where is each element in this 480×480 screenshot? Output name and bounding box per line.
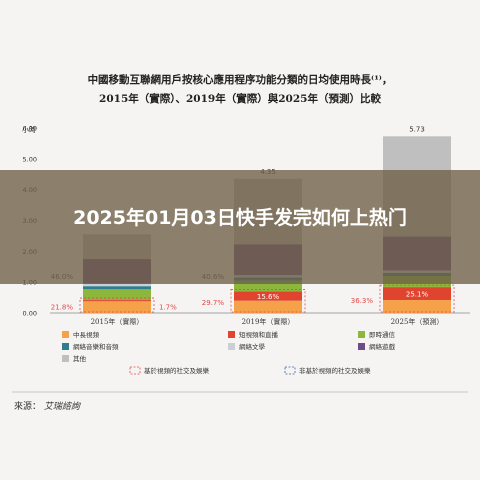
bar-segment (83, 283, 151, 287)
bar-segment (234, 300, 302, 313)
headline-overlay (0, 170, 480, 284)
legend-label: 網絡遊戲 (369, 342, 396, 351)
legend-label: 網絡文學 (239, 342, 266, 351)
brace-legend-label: 基於視頻的社交及娛樂 (144, 366, 210, 375)
bar-segment (234, 280, 302, 292)
source-note: 來源： 艾瑞諮詢 (14, 399, 80, 412)
legend-label: 中長視頻 (73, 330, 100, 339)
x-tick-label: 2019年（實際） (242, 317, 295, 326)
bar-segment (383, 287, 451, 301)
right-brace-label: 15.6% (257, 293, 280, 301)
bar-segment (83, 300, 151, 302)
x-tick-label: 2025年（預測） (391, 317, 444, 326)
legend-swatch (62, 343, 69, 350)
legend-swatch (62, 331, 69, 338)
video-brace-box (379, 284, 455, 313)
y-tick-label: 6.00 (23, 125, 37, 133)
video-brace-box (79, 297, 155, 313)
chart-title-line1: 中國移動互聯網用戶按核心應用程序功能分類的日均使用時長⁽¹⁾， (87, 74, 393, 86)
headline-title[interactable]: 2025年01月03日快手发完如何上热门 (73, 207, 407, 229)
source-value: 艾瑞諮詢 (43, 402, 80, 412)
right-brace-label: 25.1% (406, 291, 429, 299)
legend-label: 即時通信 (369, 330, 396, 339)
legend-label: 網絡音樂和音頻 (73, 342, 119, 351)
legend-swatch (358, 331, 365, 338)
y-tick-label: 5.00 (23, 155, 37, 163)
bar-segment (83, 301, 151, 313)
y-tick-label: 0.00 (23, 310, 37, 318)
legend-swatch (228, 343, 235, 350)
brace-legend-label: 非基於視頻的社交及娛樂 (299, 366, 371, 375)
legend-swatch (62, 355, 69, 362)
source-label: 來源： (14, 402, 42, 412)
legend-label: 其他 (73, 354, 87, 363)
bar-segment (83, 286, 151, 290)
brace-legend-swatch (284, 366, 296, 375)
y-axis-label: 小時 (22, 125, 36, 134)
left-brace-label: 21.8% (51, 304, 74, 312)
bar-segment (234, 291, 302, 301)
bar-total-label: 5.73 (409, 125, 425, 133)
video-brace-box (230, 289, 306, 313)
bar-segment (383, 300, 451, 313)
left-brace-label: 36.3% (351, 297, 374, 305)
legend-swatch (358, 343, 365, 350)
chart-title-line2: 2015年（實際）、2019年（實際）與2025年（預測）比較 (99, 93, 381, 105)
x-tick-label: 2015年（實際） (91, 317, 144, 326)
legend-swatch (228, 331, 235, 338)
brace-legend-swatch (129, 366, 141, 375)
bar-segment (83, 289, 151, 301)
left-brace-label: 29.7% (202, 299, 225, 307)
right-brace-label: 1.7% (159, 304, 177, 312)
legend-label: 短視頻和直播 (239, 330, 279, 339)
